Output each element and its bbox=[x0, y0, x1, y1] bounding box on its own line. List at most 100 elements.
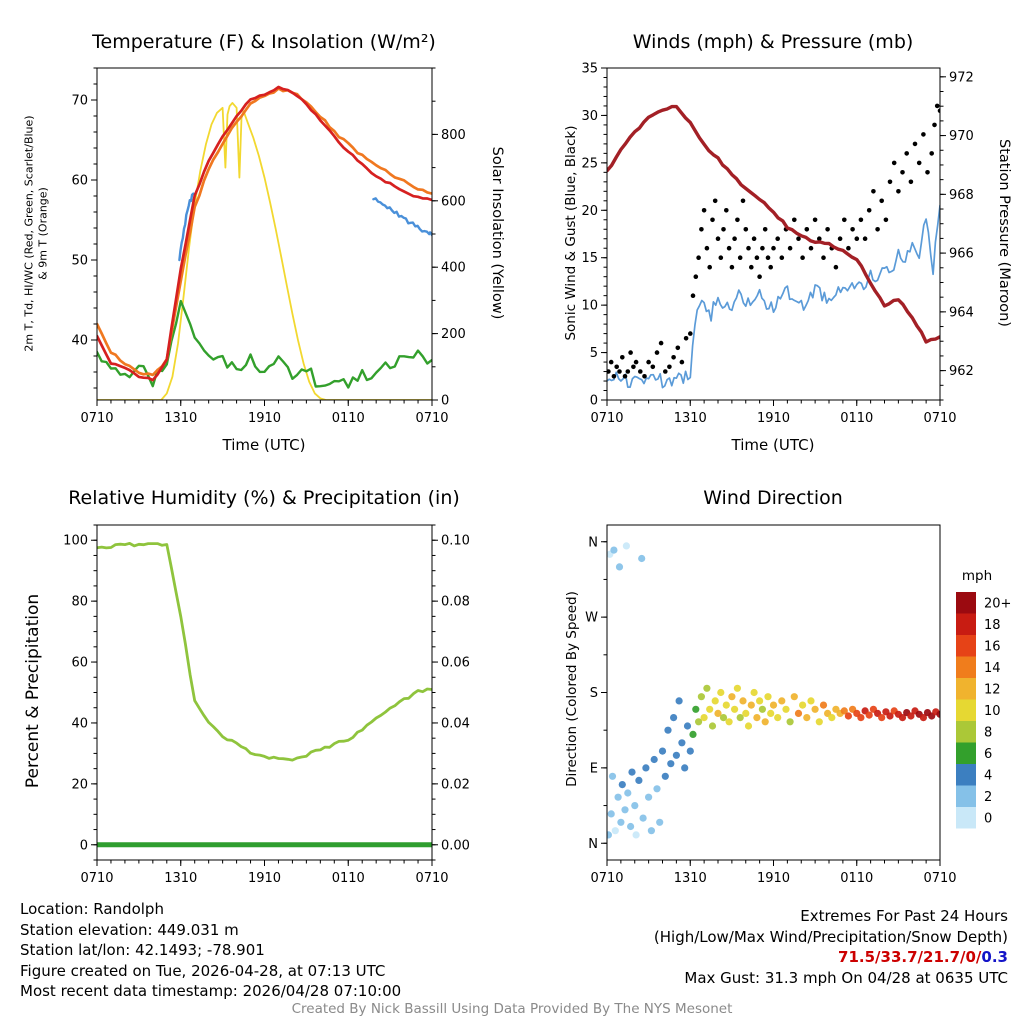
station-info-block: Location: Randolph Station elevation: 44… bbox=[20, 899, 401, 1002]
x-axis-label-temperature: Time (UTC) bbox=[222, 436, 306, 454]
max-gust: Max Gust: 31.3 mph On 04/28 at 0635 UTC bbox=[684, 968, 1008, 987]
svg-text:N: N bbox=[588, 837, 598, 852]
svg-text:0710: 0710 bbox=[923, 871, 956, 886]
svg-text:400: 400 bbox=[441, 261, 466, 276]
svg-text:S: S bbox=[590, 686, 598, 701]
svg-text:6: 6 bbox=[984, 747, 992, 762]
svg-text:970: 970 bbox=[949, 129, 974, 144]
svg-text:0.02: 0.02 bbox=[441, 777, 470, 792]
svg-text:70: 70 bbox=[71, 94, 88, 109]
station-elevation: Station elevation: 449.031 m bbox=[20, 920, 239, 939]
figure-created: Figure created on Tue, 2026-04-28, at 07… bbox=[20, 961, 386, 980]
svg-text:972: 972 bbox=[949, 70, 974, 85]
svg-text:15: 15 bbox=[581, 251, 598, 266]
svg-text:966: 966 bbox=[949, 247, 974, 262]
svg-text:0: 0 bbox=[441, 394, 449, 409]
svg-text:1910: 1910 bbox=[248, 411, 281, 426]
svg-text:N: N bbox=[588, 535, 598, 550]
svg-text:0110: 0110 bbox=[332, 411, 365, 426]
y-axis-label-percent-left: Percent & Precipitation bbox=[23, 593, 43, 789]
extremes-block: Extremes For Past 24 Hours (High/Low/Max… bbox=[654, 906, 1008, 988]
svg-text:10: 10 bbox=[984, 704, 1001, 719]
svg-text:600: 600 bbox=[441, 194, 466, 209]
svg-text:mph: mph bbox=[962, 568, 992, 584]
svg-text:1310: 1310 bbox=[674, 871, 707, 886]
svg-text:50: 50 bbox=[71, 254, 88, 269]
svg-text:0710: 0710 bbox=[923, 411, 956, 426]
data-timestamp: Most recent data timestamp: 2026/04/28 0… bbox=[20, 982, 402, 1000]
svg-text:40: 40 bbox=[71, 716, 88, 731]
svg-text:10: 10 bbox=[581, 299, 598, 314]
svg-text:1910: 1910 bbox=[757, 411, 790, 426]
svg-text:35: 35 bbox=[581, 62, 598, 77]
svg-text:40: 40 bbox=[71, 334, 88, 349]
svg-text:100: 100 bbox=[63, 534, 88, 549]
svg-text:60: 60 bbox=[71, 174, 88, 189]
svg-text:962: 962 bbox=[949, 364, 974, 379]
y-axis-label-temperature-left: 2m T, Td, HI/WC (Red, Green, Scarlet/Blu… bbox=[23, 34, 50, 434]
svg-text:14: 14 bbox=[984, 661, 1001, 676]
svg-text:16: 16 bbox=[984, 639, 1001, 654]
station-latlon: Station lat/lon: 42.1493; -78.901 bbox=[20, 941, 265, 959]
svg-text:0.10: 0.10 bbox=[441, 534, 470, 549]
extremes-values-red: 71.5/33.7/21.7/0/ bbox=[838, 948, 982, 966]
svg-text:60: 60 bbox=[71, 656, 88, 671]
station-location: Location: Randolph bbox=[20, 900, 164, 918]
svg-text:0: 0 bbox=[984, 811, 992, 826]
svg-text:0710: 0710 bbox=[415, 411, 448, 426]
svg-text:W: W bbox=[585, 611, 598, 626]
svg-text:2: 2 bbox=[984, 790, 992, 805]
svg-text:800: 800 bbox=[441, 128, 466, 143]
svg-text:4: 4 bbox=[984, 768, 992, 783]
y-axis-label-temperature-left-line2: & 9m T (Orange) bbox=[36, 187, 49, 280]
svg-text:0710: 0710 bbox=[80, 871, 113, 886]
credit-line: Created By Nick Bassill Using Data Provi… bbox=[291, 1001, 733, 1017]
title-temperature-insolation: Temperature (F) & Insolation (W/m²) bbox=[92, 31, 436, 53]
svg-text:5: 5 bbox=[590, 346, 598, 361]
y-axis-label-pressure-right: Station Pressure (Maroon) bbox=[996, 139, 1012, 327]
extremes-heading: Extremes For Past 24 Hours bbox=[800, 907, 1008, 925]
svg-text:0710: 0710 bbox=[590, 871, 623, 886]
svg-text:20: 20 bbox=[581, 204, 598, 219]
title-wind-direction: Wind Direction bbox=[703, 487, 843, 509]
y-axis-label-insolation-right: Solar Insolation (Yellow) bbox=[489, 146, 505, 320]
svg-text:1310: 1310 bbox=[164, 411, 197, 426]
svg-text:12: 12 bbox=[984, 682, 1001, 697]
svg-text:0: 0 bbox=[80, 838, 88, 853]
svg-text:8: 8 bbox=[984, 725, 992, 740]
svg-text:200: 200 bbox=[441, 327, 466, 342]
extremes-values-blue: 0.3 bbox=[981, 948, 1008, 966]
x-axis-label-winds: Time (UTC) bbox=[731, 436, 815, 454]
svg-text:0.08: 0.08 bbox=[441, 595, 470, 610]
svg-text:1910: 1910 bbox=[757, 871, 790, 886]
svg-text:0710: 0710 bbox=[415, 871, 448, 886]
y-axis-label-temperature-left-line1: 2m T, Td, HI/WC (Red, Green, Scarlet/Blu… bbox=[22, 115, 36, 352]
svg-text:1310: 1310 bbox=[674, 411, 707, 426]
svg-text:0710: 0710 bbox=[80, 411, 113, 426]
svg-text:0110: 0110 bbox=[332, 871, 365, 886]
svg-text:0.06: 0.06 bbox=[441, 656, 470, 671]
svg-text:20: 20 bbox=[71, 777, 88, 792]
svg-text:20+: 20+ bbox=[984, 596, 1011, 611]
svg-text:0: 0 bbox=[590, 394, 598, 409]
svg-text:0110: 0110 bbox=[840, 871, 873, 886]
extremes-values: 71.5/33.7/21.7/0/0.3 bbox=[654, 947, 1008, 968]
svg-text:0.04: 0.04 bbox=[441, 716, 470, 731]
svg-text:80: 80 bbox=[71, 595, 88, 610]
svg-text:968: 968 bbox=[949, 188, 974, 203]
svg-text:E: E bbox=[590, 761, 598, 776]
svg-text:0.00: 0.00 bbox=[441, 838, 470, 853]
svg-text:1310: 1310 bbox=[164, 871, 197, 886]
y-axis-label-wind-left: Sonic Wind & Gust (Blue, Black) bbox=[563, 125, 579, 341]
svg-text:964: 964 bbox=[949, 305, 974, 320]
title-winds-pressure: Winds (mph) & Pressure (mb) bbox=[632, 31, 914, 53]
svg-text:0110: 0110 bbox=[840, 411, 873, 426]
svg-text:25: 25 bbox=[581, 156, 598, 171]
svg-text:30: 30 bbox=[581, 109, 598, 124]
y-axis-label-direction-left: Direction (Colored By Speed) bbox=[564, 591, 580, 787]
svg-text:0710: 0710 bbox=[590, 411, 623, 426]
title-humidity-precip: Relative Humidity (%) & Precipitation (i… bbox=[68, 487, 460, 509]
extremes-subheading: (High/Low/Max Wind/Precipitation/Snow De… bbox=[653, 927, 1008, 946]
